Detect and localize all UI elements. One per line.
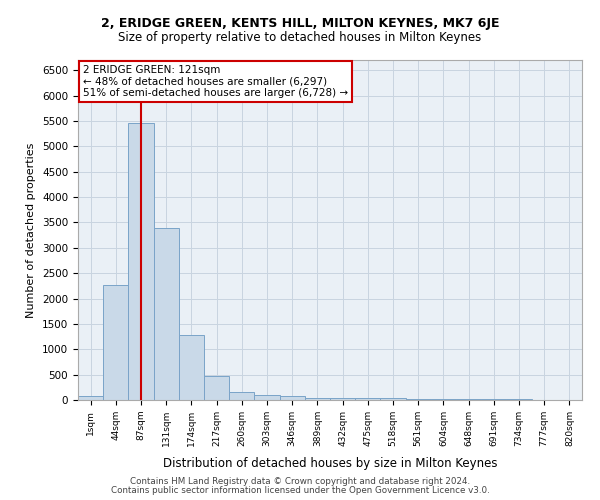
Text: Contains public sector information licensed under the Open Government Licence v3: Contains public sector information licen… (110, 486, 490, 495)
Text: Contains HM Land Registry data © Crown copyright and database right 2024.: Contains HM Land Registry data © Crown c… (130, 478, 470, 486)
Y-axis label: Number of detached properties: Number of detached properties (26, 142, 37, 318)
Bar (179, 334, 204, 400)
Bar (355, 398, 380, 400)
Bar (128, 124, 154, 400)
Bar (229, 392, 254, 400)
Bar (254, 395, 280, 400)
Text: Size of property relative to detached houses in Milton Keynes: Size of property relative to detached ho… (118, 31, 482, 44)
Text: 2, ERIDGE GREEN, KENTS HILL, MILTON KEYNES, MK7 6JE: 2, ERIDGE GREEN, KENTS HILL, MILTON KEYN… (101, 16, 499, 30)
Bar (406, 398, 431, 400)
Bar (154, 228, 179, 400)
Bar (380, 398, 406, 400)
Bar (204, 376, 229, 400)
X-axis label: Distribution of detached houses by size in Milton Keynes: Distribution of detached houses by size … (163, 457, 497, 470)
Text: 2 ERIDGE GREEN: 121sqm
← 48% of detached houses are smaller (6,297)
51% of semi-: 2 ERIDGE GREEN: 121sqm ← 48% of detached… (83, 65, 348, 98)
Bar (78, 396, 103, 400)
Bar (305, 398, 330, 400)
Bar (330, 398, 355, 400)
Bar (431, 399, 456, 400)
Bar (280, 396, 305, 400)
Bar (103, 285, 128, 400)
Bar (456, 399, 481, 400)
